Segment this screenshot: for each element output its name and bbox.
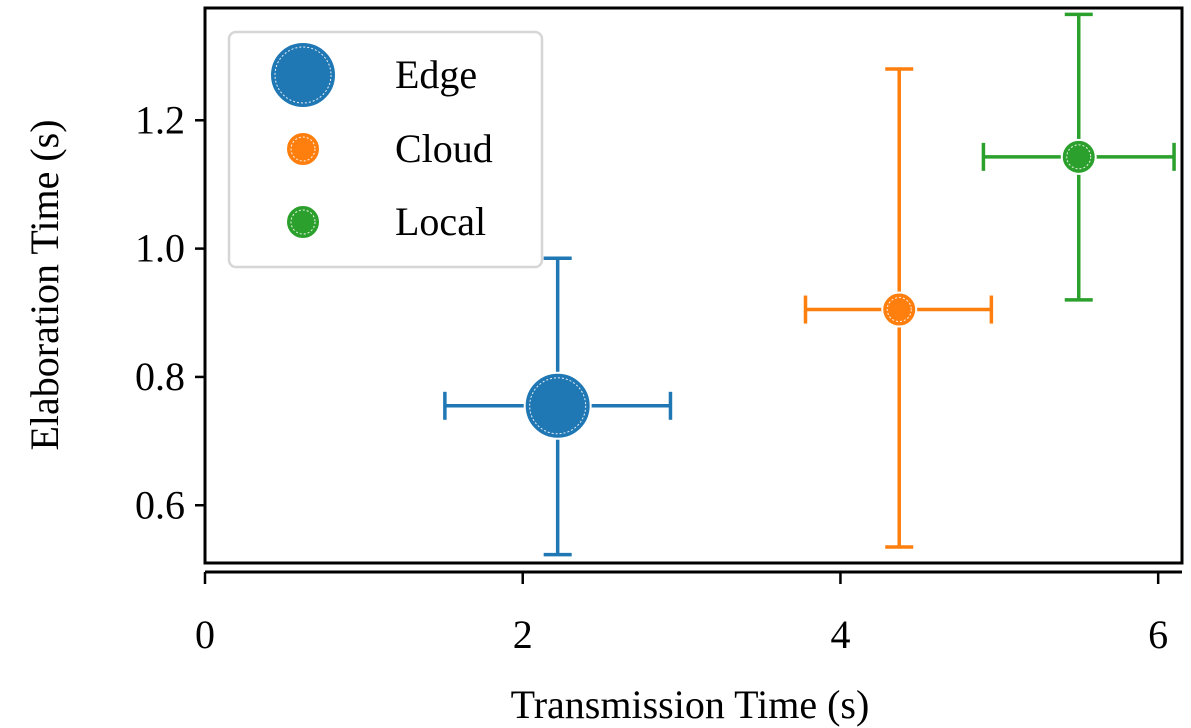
- y-axis: 0.6 0.8 1.0 1.2: [135, 97, 205, 527]
- data-point-ring: [886, 297, 912, 323]
- series-cloud: [803, 67, 994, 549]
- legend-marker: [269, 41, 337, 109]
- x-axis: 0 2 4 6: [195, 570, 1182, 657]
- y-tick-label: 0.8: [135, 354, 185, 399]
- plot-area-border: [203, 6, 1184, 565]
- legend-item-local: Local: [285, 199, 486, 244]
- x-axis-label: Transmission Time (s): [511, 682, 870, 727]
- x-tick-label: 6: [1148, 612, 1168, 657]
- legend: Edge Cloud Local: [227, 30, 544, 269]
- legend-item-cloud: Cloud: [285, 126, 493, 171]
- data-point: [523, 371, 592, 440]
- y-tick-label: 0.6: [135, 482, 185, 527]
- legend-label: Edge: [395, 52, 477, 97]
- y-tick-label: 1.2: [135, 97, 185, 142]
- legend-label: Local: [395, 199, 486, 244]
- data-point-ring: [1066, 144, 1092, 170]
- series-local: [981, 12, 1176, 302]
- plot-frame: [203, 6, 1184, 565]
- x-tick-label: 4: [830, 612, 850, 657]
- y-tick-label: 1.0: [135, 226, 185, 271]
- legend-item-edge: Edge: [269, 41, 477, 109]
- legend-label: Cloud: [395, 126, 493, 171]
- y-axis-label: Elaboration Time (s): [22, 119, 67, 450]
- data-point-ring: [529, 377, 587, 435]
- x-tick-label: 0: [195, 612, 215, 657]
- series-layer: [443, 12, 1176, 557]
- x-tick-label: 2: [513, 612, 533, 657]
- legend-marker-ring: [290, 209, 316, 235]
- legend-marker-ring: [274, 46, 332, 104]
- series-edge: [443, 256, 673, 557]
- legend-marker-ring: [290, 136, 316, 162]
